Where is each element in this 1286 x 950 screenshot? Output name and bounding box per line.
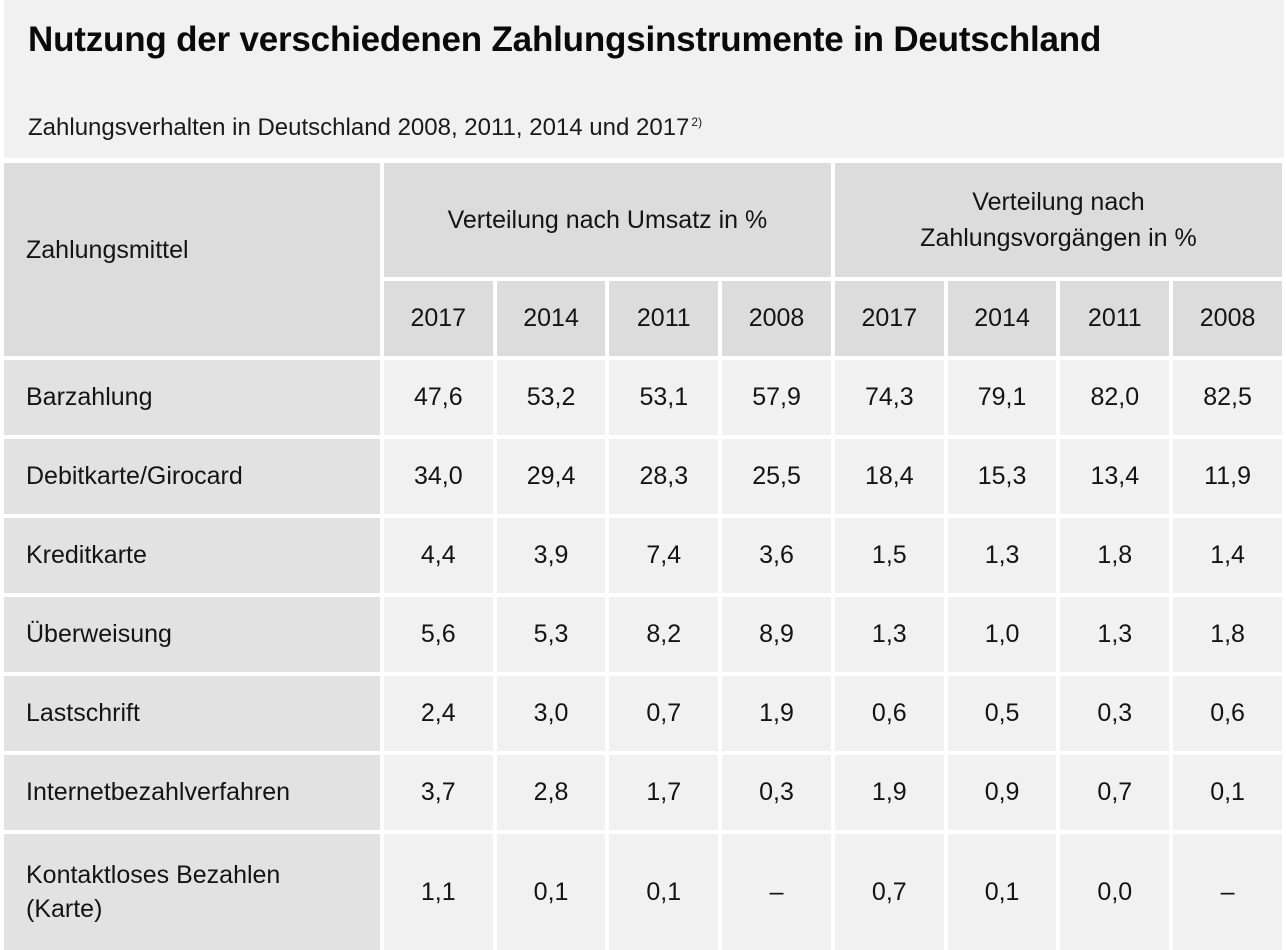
title-panel: Nutzung der verschiedenen Zahlungsinstru… <box>4 0 1284 158</box>
page-title: Nutzung der verschiedenen Zahlungsinstru… <box>28 20 1102 59</box>
year-header: 2011 <box>609 281 719 356</box>
year-header: 2017 <box>383 281 493 356</box>
table-cell: 2,4 <box>383 676 493 751</box>
table-cell: 25,5 <box>722 439 831 514</box>
table-cell: 4,4 <box>383 518 493 593</box>
table-cell: 57,9 <box>722 360 831 435</box>
payment-table: Zahlungsmittel Verteilung nach Umsatz in… <box>0 159 1286 950</box>
table-cell: 1,0 <box>947 597 1057 672</box>
row-label: Internetbezahlverfahren <box>4 755 380 830</box>
table-cell: 0,1 <box>1173 755 1282 830</box>
header-zahlungsmittel: Zahlungsmittel <box>4 163 380 356</box>
table-cell: 0,6 <box>1173 676 1282 751</box>
table-cell: 0,5 <box>947 676 1057 751</box>
table-cell: 2,8 <box>496 755 606 830</box>
table-cell: 5,3 <box>496 597 606 672</box>
subtitle-footnote: 2) <box>691 115 703 129</box>
table-cell: 28,3 <box>609 439 719 514</box>
header-zahlungsvorgaenge-line2: Zahlungsvorgängen in % <box>920 224 1197 252</box>
row-label: Barzahlung <box>4 360 380 435</box>
year-header: 2008 <box>722 281 831 356</box>
table-cell: 82,5 <box>1173 360 1282 435</box>
table-cell: 0,1 <box>496 834 606 950</box>
year-header: 2011 <box>1060 281 1170 356</box>
table-cell: 1,1 <box>383 834 493 950</box>
year-header: 2014 <box>496 281 606 356</box>
table-cell: 0,0 <box>1060 834 1170 950</box>
row-label: Kontaktloses Bezahlen (Karte) <box>4 834 380 950</box>
year-header: 2017 <box>834 281 944 356</box>
year-header: 2008 <box>1173 281 1282 356</box>
table-cell: 3,0 <box>496 676 606 751</box>
table-cell: 0,7 <box>1060 755 1170 830</box>
table-cell: 1,7 <box>609 755 719 830</box>
table-cell: 1,3 <box>1060 597 1170 672</box>
table-cell: 53,2 <box>496 360 606 435</box>
row-label: Kreditkarte <box>4 518 380 593</box>
table-cell: 7,4 <box>609 518 719 593</box>
table-cell: 47,6 <box>383 360 493 435</box>
row-label-line2: (Karte) <box>26 895 103 923</box>
table-cell: 11,9 <box>1173 439 1282 514</box>
table-cell: 8,9 <box>722 597 831 672</box>
table-cell: 15,3 <box>947 439 1057 514</box>
table-row: Überweisung 5,6 5,3 8,2 8,9 1,3 1,0 1,3 … <box>4 597 1282 672</box>
table-cell: 0,7 <box>834 834 944 950</box>
table-cell: – <box>722 834 831 950</box>
table-cell: 1,8 <box>1060 518 1170 593</box>
table-cell: 1,4 <box>1173 518 1282 593</box>
table-cell: 1,5 <box>834 518 944 593</box>
header-zahlungsvorgaenge-line1: Verteilung nach <box>972 188 1145 216</box>
table-cell: 53,1 <box>609 360 719 435</box>
row-label-line1: Kontaktloses Bezahlen <box>26 861 281 889</box>
table-row: Kontaktloses Bezahlen (Karte) 1,1 0,1 0,1… <box>4 834 1282 950</box>
table-cell: 0,9 <box>947 755 1057 830</box>
table-row: Kreditkarte 4,4 3,9 7,4 3,6 1,5 1,3 1,8 … <box>4 518 1282 593</box>
table-cell: 3,7 <box>383 755 493 830</box>
table-cell: 34,0 <box>383 439 493 514</box>
table-cell: 74,3 <box>834 360 944 435</box>
table-cell: 29,4 <box>496 439 606 514</box>
table-cell: 1,9 <box>834 755 944 830</box>
table-row: Internetbezahlverfahren 3,7 2,8 1,7 0,3 … <box>4 755 1282 830</box>
header-umsatz: Verteilung nach Umsatz in % <box>383 163 831 277</box>
table-cell: 0,1 <box>947 834 1057 950</box>
row-label: Lastschrift <box>4 676 380 751</box>
table-cell: 18,4 <box>834 439 944 514</box>
year-header: 2014 <box>947 281 1057 356</box>
table-cell: 1,3 <box>834 597 944 672</box>
table-cell: 79,1 <box>947 360 1057 435</box>
table-cell: 0,7 <box>609 676 719 751</box>
table-cell: 0,1 <box>609 834 719 950</box>
table-cell: 0,3 <box>1060 676 1170 751</box>
table-cell: 1,9 <box>722 676 831 751</box>
table-cell: 1,3 <box>947 518 1057 593</box>
table-cell: 3,6 <box>722 518 831 593</box>
table-cell: 13,4 <box>1060 439 1170 514</box>
table-row: Barzahlung 47,6 53,2 53,1 57,9 74,3 79,1… <box>4 360 1282 435</box>
row-label: Debitkarte/Girocard <box>4 439 380 514</box>
table-row: Lastschrift 2,4 3,0 0,7 1,9 0,6 0,5 0,3 … <box>4 676 1282 751</box>
table-cell: 0,3 <box>722 755 831 830</box>
table-cell: 0,6 <box>834 676 944 751</box>
table-cell: 3,9 <box>496 518 606 593</box>
header-zahlungsvorgaenge: Verteilung nach Zahlungsvorgängen in % <box>834 163 1282 277</box>
row-label: Überweisung <box>4 597 380 672</box>
subtitle-text: Zahlungsverhalten in Deutschland 2008, 2… <box>28 114 690 141</box>
table-row: Debitkarte/Girocard 34,0 29,4 28,3 25,5 … <box>4 439 1282 514</box>
table-cell: 82,0 <box>1060 360 1170 435</box>
table-cell: – <box>1173 834 1282 950</box>
table-cell: 1,8 <box>1173 597 1282 672</box>
table-cell: 5,6 <box>383 597 493 672</box>
page-subtitle: Zahlungsverhalten in Deutschland 2008, 2… <box>28 114 702 142</box>
table-cell: 8,2 <box>609 597 719 672</box>
year-header-row: 2017 2014 2011 2008 2017 2014 2011 2008 <box>4 281 1282 356</box>
